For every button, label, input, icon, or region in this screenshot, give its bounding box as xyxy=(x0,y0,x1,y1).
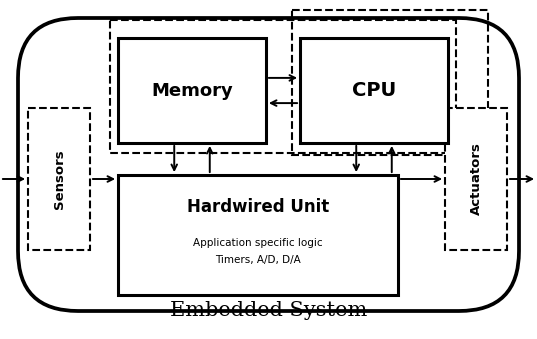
FancyBboxPatch shape xyxy=(300,38,448,143)
Text: Hardwired Unit: Hardwired Unit xyxy=(187,198,329,216)
FancyBboxPatch shape xyxy=(28,108,90,250)
Text: Actuators: Actuators xyxy=(469,143,483,216)
Text: Timers, A/D, D/A: Timers, A/D, D/A xyxy=(215,255,301,265)
Text: Application specific logic: Application specific logic xyxy=(193,238,323,248)
FancyBboxPatch shape xyxy=(445,108,507,250)
Text: Embedded System: Embedded System xyxy=(170,301,367,320)
Text: CPU: CPU xyxy=(352,81,396,100)
FancyBboxPatch shape xyxy=(118,38,266,143)
FancyBboxPatch shape xyxy=(118,175,398,295)
Text: Sensors: Sensors xyxy=(53,149,66,209)
Text: Memory: Memory xyxy=(151,81,233,100)
